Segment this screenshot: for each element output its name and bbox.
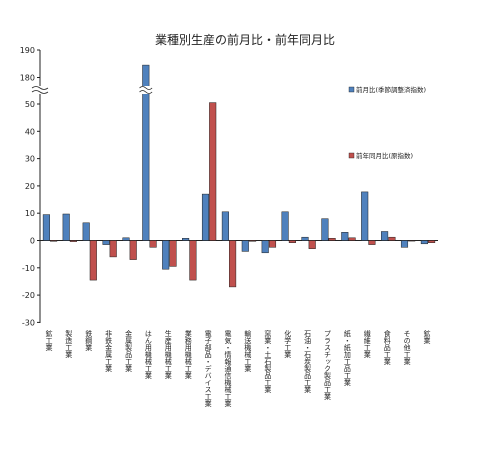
bar-yoy: [249, 240, 257, 242]
bar-yoy: [50, 240, 58, 242]
y-tick-label: -30: [22, 318, 35, 327]
bar-mom: [420, 240, 428, 245]
category-label: 鉄鋼業: [85, 329, 93, 352]
bar-mom: [261, 240, 269, 254]
bar-yoy: [388, 236, 396, 241]
bar-yoy: [129, 240, 137, 260]
bar-break-mark: [139, 86, 153, 90]
category-label: 非鉄金属工業: [105, 329, 113, 373]
axis-break-mark: [31, 86, 49, 90]
legend: 前月比(季節調整済指数) 前年同月比(原指数): [348, 85, 426, 160]
bar-yoy: [229, 240, 237, 288]
bar-yoy: [428, 240, 436, 243]
legend-label: 前年同月比(原指数): [356, 151, 413, 160]
bar-mom: [122, 237, 130, 241]
bar-mom: [201, 193, 210, 241]
y-tick-label: 0: [30, 237, 35, 246]
bar-yoy: [69, 240, 77, 242]
y-tick-label: 10: [25, 209, 35, 218]
bar-mom: [361, 191, 369, 241]
category-label: 繊維工業: [363, 329, 371, 359]
bar-yoy: [189, 240, 197, 281]
bar-mom: [400, 240, 409, 248]
bar-yoy: [308, 240, 316, 249]
bar-yoy: [408, 240, 416, 242]
bar-mom: [221, 211, 229, 241]
y-tick-label: 190: [20, 46, 35, 55]
bar-mom: [62, 213, 70, 241]
bar-break-gap: [139, 86, 153, 94]
y-tick-label: 30: [25, 155, 35, 164]
bar-mom: [301, 236, 309, 241]
bar-yoy: [149, 240, 157, 248]
bar-yoy: [169, 240, 177, 267]
bar-yoy: [328, 238, 336, 241]
bar-yoy: [348, 237, 356, 241]
bar-yoy: [368, 240, 376, 245]
bar-mom: [321, 218, 329, 241]
bar-mom: [82, 222, 90, 241]
bar-yoy: [89, 240, 97, 281]
y-tick-label: 40: [25, 127, 35, 136]
bar-mom: [341, 232, 349, 241]
plot-area: 190 180 50 40 30 20 10 0 -10 -20 -30 鉱工業 製造工業 鉄鋼業 非鉄金属…: [20, 46, 438, 408]
category-label: 窯業・土石製品工業: [264, 329, 272, 394]
category-label: 化学工業: [284, 329, 292, 359]
category-label: 生産用機械工業: [164, 329, 172, 380]
y-tick-label: -10: [22, 264, 35, 273]
axis-break-gap: [32, 86, 48, 94]
category-label: プラスチック製品工業: [324, 330, 332, 401]
category-label: 紙・紙加工品工業: [343, 329, 351, 387]
bar-mom: [281, 211, 289, 241]
category-label: 製造工業: [65, 329, 73, 359]
legend-swatch: [348, 152, 355, 159]
y-tick-label: 20: [25, 182, 35, 191]
category-label: はん用機械工業: [144, 330, 152, 380]
bar-mom: [42, 214, 50, 241]
bar-yoy: [209, 102, 217, 241]
category-label: 電気・情報通信機械工業: [224, 330, 232, 408]
y-tick-label: -20: [22, 291, 35, 300]
bar-mom: [142, 64, 150, 241]
axis-break-mark: [31, 90, 49, 94]
category-label: 電子部品・デバイス工業: [204, 330, 212, 408]
bar-yoy: [268, 240, 277, 248]
category-label: 石油・石炭製品工業: [304, 330, 312, 394]
bar-yoy: [288, 240, 296, 243]
y-tick-label: 50: [25, 100, 35, 109]
category-label: 輸送機械工業: [244, 329, 252, 373]
category-label: 金属製品工業: [125, 329, 133, 373]
bar-yoy: [109, 240, 117, 258]
bar-mom: [241, 240, 249, 252]
legend-swatch: [348, 86, 355, 93]
chart-title: 業種別生産の前月比・前年同月比: [155, 32, 335, 47]
bar-mom: [102, 240, 110, 245]
category-label: 鉱業: [423, 329, 431, 345]
bar-mom: [381, 231, 389, 241]
category-label: その他工業: [403, 330, 411, 366]
y-tick-label: 180: [20, 74, 35, 83]
category-label: 鉱工業: [45, 329, 53, 352]
category-label: 食料品工業: [383, 329, 391, 366]
bar-mom: [182, 238, 190, 241]
bar-mom: [162, 240, 170, 270]
legend-label: 前月比(季節調整済指数): [356, 85, 426, 94]
category-label: 業務用機械工業: [184, 329, 192, 380]
bar-break-mark: [139, 90, 153, 94]
